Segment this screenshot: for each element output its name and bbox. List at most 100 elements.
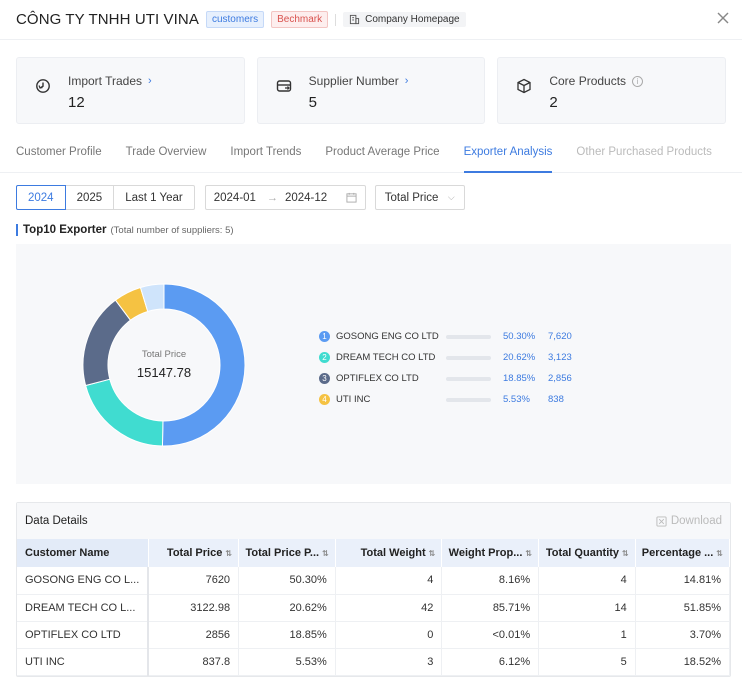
donut-chart [82,283,246,447]
cell-customer-name: OPTIFLEX CO LTD [17,621,150,649]
table-row[interactable]: GOSONG ENG CO L... 7620 50.30% 4 8.16% 4… [17,567,731,595]
cell-total-quantity: 4 [538,567,636,595]
cell-total-price: 837.8 [148,648,240,676]
legend-count: 7,620 [548,331,572,342]
legend-rank-badge: 4 [319,394,330,405]
column-header-total-price[interactable]: Total Price ⇅ [148,539,240,567]
date-start[interactable]: 2024-01 [213,191,256,204]
period-selector: 2024 2025 Last 1 Year [16,185,195,210]
legend-item[interactable]: 4 UTI INC 5.53% 838 [319,389,572,410]
column-header-weight-proportion[interactable]: Weight Prop... ⇅ [441,539,540,567]
tab-import-trends[interactable]: Import Trends [230,146,302,158]
download-button[interactable]: Download [656,515,722,527]
column-header-total-price-percent[interactable]: Total Price P... ⇅ [238,539,336,567]
cell-total-quantity: 1 [538,621,636,649]
legend-item[interactable]: 1 GOSONG ENG CO LTD 50.30% 7,620 [319,326,572,347]
date-range-picker[interactable]: 2024-01 → 2024-12 [204,185,366,210]
stats-row: Import Trades › 12 Supplier Number › 5 Cor… [0,40,742,124]
table-row[interactable]: OPTIFLEX CO LTD 2856 18.85% 0 <0.01% 1 3… [17,621,731,649]
sort-icon[interactable]: ⇅ [428,549,436,558]
cell-total-price: 7620 [148,567,240,595]
period-2025-button[interactable]: 2025 [65,185,115,210]
cell-total-weight: 4 [335,567,443,595]
section-subtitle: (Total number of suppliers: 5) [110,224,234,236]
data-details-table: Customer Name Total Price ⇅ Total Price P… [17,539,731,676]
cell-total-price-percent: 50.30% [238,567,336,595]
sort-icon[interactable]: ⇅ [622,549,629,558]
table-row[interactable]: DREAM TECH CO L... 3122.98 20.62% 42 85.… [17,594,731,622]
cell-total-price-percent: 20.62% [238,594,336,622]
donut-slice[interactable] [85,378,164,447]
exporter-chart-panel: Total Price 15147.78 1 GOSONG ENG CO LTD… [16,244,731,484]
legend-item[interactable]: 2 DREAM TECH CO LTD 20.62% 3,123 [319,347,572,368]
legend-progress-track [446,397,491,402]
column-header-customer-name[interactable]: Customer Name [17,539,149,567]
period-last-year-button[interactable]: Last 1 Year [114,185,195,210]
legend-rank-badge: 2 [319,352,330,363]
header: CÔNG TY TNHH UTI VINA customers Bechmark… [0,0,742,40]
column-header-total-weight[interactable]: Total Weight ⇅ [335,539,443,567]
download-label: Download [670,515,722,527]
excel-icon [656,515,667,527]
date-end[interactable]: 2024-12 [284,191,328,204]
cell-customer-name: GOSONG ENG CO L... [17,567,150,595]
cell-percentage: 14.81% [635,567,731,595]
legend-progress-track [446,334,491,339]
metric-select[interactable]: Total Price ⌵ [374,185,465,210]
legend-count: 838 [548,394,564,405]
period-2024-button[interactable]: 2024 [16,185,66,210]
tab-bar: Customer Profile Trade Overview Import T… [0,145,742,173]
tab-trade-overview[interactable]: Trade Overview [125,146,207,158]
column-header-percentage[interactable]: Percentage ... ⇅ [635,539,731,567]
section-accent-bar [16,224,18,236]
tab-customer-profile[interactable]: Customer Profile [16,146,102,158]
tab-product-average-price[interactable]: Product Average Price [325,146,440,158]
table-row[interactable]: UTI INC 837.8 5.53% 3 6.12% 5 18.52% [17,648,731,676]
cell-customer-name: UTI INC [17,648,150,676]
sort-icon[interactable]: ⇅ [225,549,233,558]
core-products-card: Core Products i 2 [497,57,727,124]
benchmark-tag[interactable]: Bechmark [271,11,329,28]
chart-legend: 1 GOSONG ENG CO LTD 50.30% 7,620 2 DREAM… [319,326,572,410]
import-trades-card[interactable]: Import Trades › 12 [16,57,245,124]
table-header-row: Customer Name Total Price ⇅ Total Price P… [17,539,731,567]
column-header-total-quantity[interactable]: Total Quantity ⇅ [538,539,636,567]
data-details-panel: Data Details Download Customer Name Tota… [16,502,731,677]
sort-icon[interactable]: ⇅ [716,549,723,558]
donut-slice[interactable] [161,283,246,447]
customers-tag[interactable]: customers [205,11,265,28]
legend-name: DREAM TECH CO LTD [336,352,436,363]
cell-weight-proportion: 6.12% [441,648,540,676]
donut-slice[interactable] [139,283,165,313]
legend-name: OPTIFLEX CO LTD [336,373,419,384]
info-icon[interactable]: i [632,75,644,87]
cell-total-price: 2856 [148,621,240,649]
legend-percent: 20.62% [503,352,536,363]
cell-percentage: 3.70% [635,621,731,649]
tab-other-purchased-products: Other Purchased Products [576,146,712,158]
chevron-right-icon: › [148,75,152,87]
data-details-title: Data Details [25,515,88,527]
cell-total-weight: 0 [335,621,443,649]
sort-icon[interactable]: ⇅ [525,549,533,558]
supplier-number-card[interactable]: Supplier Number › 5 [256,57,486,124]
close-icon[interactable] [716,11,730,25]
building-icon [350,14,360,25]
tab-exporter-analysis[interactable]: Exporter Analysis [463,145,553,173]
import-trades-icon [36,79,50,93]
legend-rank-badge: 3 [319,373,330,384]
chevron-down-icon: ⌵ [447,192,455,202]
cell-total-price-percent: 18.85% [238,621,336,649]
core-products-label: Core Products [549,74,627,88]
cell-total-quantity: 5 [538,648,636,676]
sort-icon[interactable]: ⇅ [322,549,329,558]
company-homepage-button[interactable]: Company Homepage [343,12,466,27]
cell-weight-proportion: 8.16% [441,567,540,595]
legend-item[interactable]: 3 OPTIFLEX CO LTD 18.85% 2,856 [319,368,572,389]
supplier-number-label: Supplier Number [308,74,399,88]
divider [335,13,337,26]
cell-weight-proportion: <0.01% [441,621,540,649]
company-homepage-label: Company Homepage [365,14,460,25]
chevron-right-icon: › [404,75,409,87]
legend-name: UTI INC [336,394,371,405]
